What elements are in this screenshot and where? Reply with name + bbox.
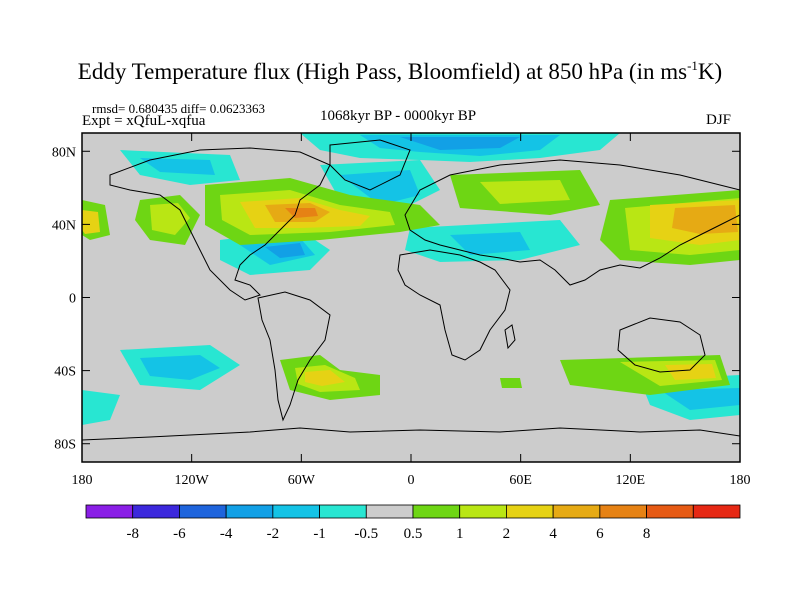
- lat-tick-label: 40S: [54, 365, 76, 380]
- lon-tick-label: 180: [72, 473, 93, 488]
- colorbar-swatch: [646, 504, 694, 519]
- lon-tick-label: 60E: [509, 473, 532, 488]
- lat-tick-label: 80S: [54, 438, 76, 453]
- colorbar-swatch: [225, 504, 274, 519]
- colorbar-tick-label: -8: [126, 526, 139, 542]
- longitude-axis: 180 120W 60W 0 60E 120E 180: [72, 133, 751, 488]
- colorbar-labels: -8 -6 -4 -2 -1 -0.5 0.5 1 2 4 6 8: [126, 526, 650, 542]
- colorbar-swatch: [692, 504, 741, 519]
- colorbar-swatch: [552, 504, 601, 519]
- lat-tick-label: 0: [69, 292, 76, 307]
- colorbar-swatch: [179, 504, 227, 519]
- lon-tick-label: 120E: [616, 473, 646, 488]
- lon-tick-label: 0: [408, 473, 415, 488]
- colorbar-tick-label: -6: [173, 526, 186, 542]
- season-label: DJF: [706, 112, 732, 128]
- colorbar-tick-label: 6: [596, 526, 604, 542]
- colorbar-tick-label: 1: [456, 526, 464, 542]
- colorbar-swatch: [85, 504, 134, 519]
- colorbar-tick-label: 0.5: [404, 526, 423, 542]
- colorbar-swatch: [365, 504, 414, 519]
- colorbar-swatch: [506, 504, 554, 519]
- coastlines: [82, 139, 740, 441]
- colorbar-swatch: [599, 504, 647, 519]
- period-label: 1068kyr BP - 0000kyr BP: [320, 108, 477, 124]
- colorbar-swatch: [272, 504, 320, 519]
- lat-tick-label: 80N: [52, 145, 76, 160]
- colorbar: [85, 504, 741, 519]
- colorbar-swatch: [319, 504, 367, 519]
- colorbar-swatch: [459, 504, 507, 519]
- colorbar-swatch: [412, 504, 461, 519]
- lon-tick-label: 180: [730, 473, 751, 488]
- colorbar-tick-label: -4: [220, 526, 233, 542]
- experiment-line: Expt = xQfuL-xqfua: [82, 113, 206, 129]
- colorbar-tick-label: 4: [549, 526, 557, 542]
- stats-line: rmsd= 0.680435 diff= 0.0623363: [92, 101, 265, 116]
- lon-tick-label: 60W: [288, 473, 316, 488]
- colorbar-tick-label: -1: [313, 526, 326, 542]
- map-title: Eddy Temperature flux (High Pass, Bloomf…: [77, 58, 723, 84]
- colorbar-tick-label: -2: [267, 526, 280, 542]
- colorbar-swatch: [132, 504, 180, 519]
- colorbar-tick-label: 2: [503, 526, 511, 542]
- lon-tick-label: 120W: [175, 473, 210, 488]
- latitude-axis: 80N 40N 0 40S 80S: [52, 145, 740, 453]
- lat-tick-label: 40N: [52, 218, 76, 233]
- colorbar-tick-label: -0.5: [354, 526, 378, 542]
- colorbar-tick-label: 8: [643, 526, 651, 542]
